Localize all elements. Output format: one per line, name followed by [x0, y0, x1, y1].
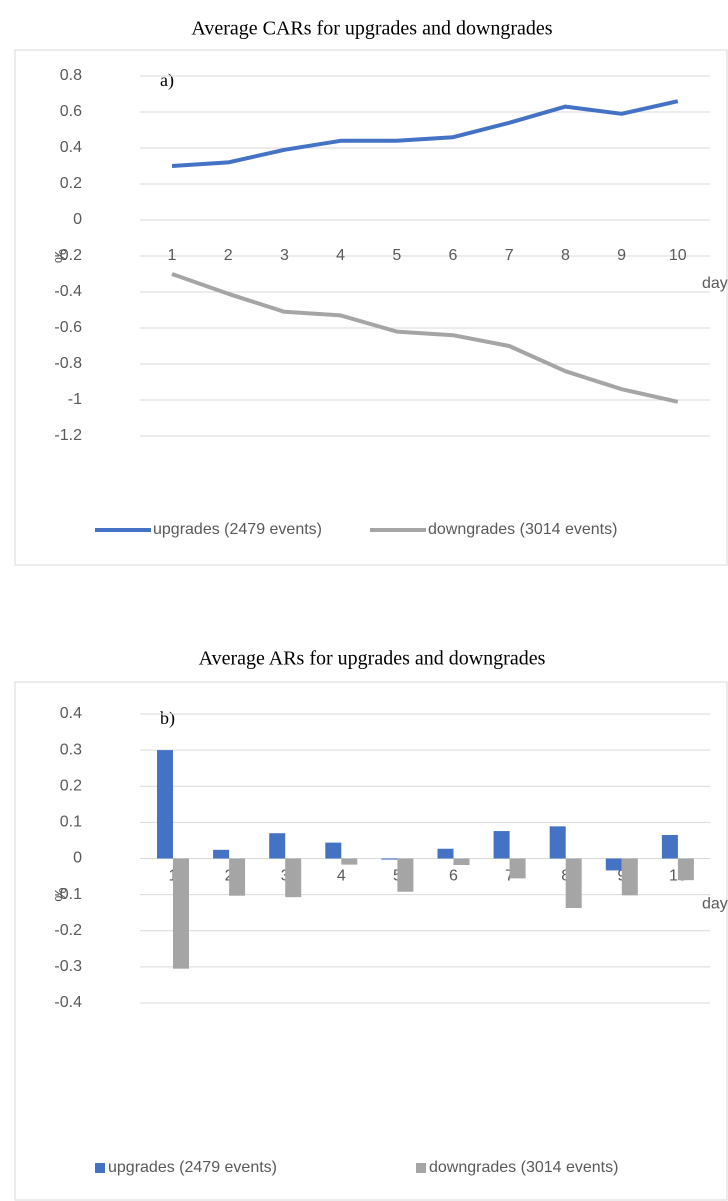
legend-label: downgrades (3014 events) [428, 521, 617, 538]
bar [494, 831, 510, 858]
y-tick-label: 0.4 [60, 139, 82, 156]
bar [606, 859, 622, 871]
x-tick-label: 2 [224, 247, 233, 264]
bar [269, 833, 285, 858]
line [172, 101, 678, 166]
y-axis-label: % [53, 249, 70, 263]
y-tick-label: 0 [73, 211, 82, 228]
x-axis-label: day [702, 896, 728, 913]
y-tick-label: -1.2 [54, 427, 82, 444]
y-tick-label: 0.8 [60, 67, 82, 84]
y-axis-label: % [53, 887, 70, 901]
x-tick-label: 6 [449, 868, 458, 885]
bar [454, 859, 470, 866]
x-tick-label: 6 [449, 247, 458, 264]
x-tick-label: 10 [669, 247, 687, 264]
x-tick-label: 5 [392, 247, 401, 264]
annotation: b) [160, 708, 175, 729]
bar [157, 750, 173, 858]
y-tick-label: 0.6 [60, 103, 82, 120]
x-tick-label: 3 [280, 247, 289, 264]
y-tick-label: -0.4 [54, 283, 82, 300]
legend-swatch [416, 1163, 426, 1173]
y-tick-label: -0.6 [54, 319, 82, 336]
bar [566, 859, 582, 908]
x-tick-label: 4 [336, 247, 345, 264]
bar [397, 859, 413, 892]
x-tick-label: 7 [505, 247, 514, 264]
line [172, 274, 678, 402]
bar [285, 859, 301, 898]
bar [510, 859, 526, 879]
x-tick-label: 8 [561, 247, 570, 264]
y-tick-label: -0.4 [54, 994, 82, 1011]
x-axis-label: day [702, 275, 728, 292]
legend-label: upgrades (2479 events) [108, 1159, 277, 1176]
chart-frame [15, 682, 727, 1200]
y-tick-label: 0.2 [60, 175, 82, 192]
y-tick-label: -0.3 [54, 958, 82, 975]
x-tick-label: 4 [337, 868, 346, 885]
legend-label: upgrades (2479 events) [153, 521, 322, 538]
bar [662, 835, 678, 858]
y-tick-label: -1 [68, 391, 82, 408]
bar [678, 859, 694, 881]
y-tick-label: 0.4 [60, 705, 82, 722]
y-tick-label: 0.2 [60, 777, 82, 794]
x-tick-label: 1 [168, 247, 177, 264]
chart-title: Average CARs for upgrades and downgrades [191, 18, 552, 40]
y-tick-label: 0 [73, 850, 82, 867]
bar [550, 826, 566, 858]
y-tick-label: -0.2 [54, 922, 82, 939]
bar [341, 859, 357, 865]
bar [325, 843, 341, 859]
bar [229, 859, 245, 896]
y-tick-label: 0.1 [60, 814, 82, 831]
bar [622, 859, 638, 896]
chart-frame [15, 50, 727, 565]
annotation: a) [160, 70, 174, 91]
page: Average CARs for upgrades and downgrades… [0, 0, 728, 1201]
y-tick-label: -0.8 [54, 355, 82, 372]
bar [173, 859, 189, 969]
y-tick-label: 0.3 [60, 741, 82, 758]
chart-title: Average ARs for upgrades and downgrades [199, 648, 546, 670]
bar [213, 850, 229, 859]
x-tick-label: 9 [617, 247, 626, 264]
bar [381, 859, 397, 860]
legend-label: downgrades (3014 events) [429, 1159, 618, 1176]
legend-swatch [95, 1163, 105, 1173]
bar [438, 849, 454, 859]
